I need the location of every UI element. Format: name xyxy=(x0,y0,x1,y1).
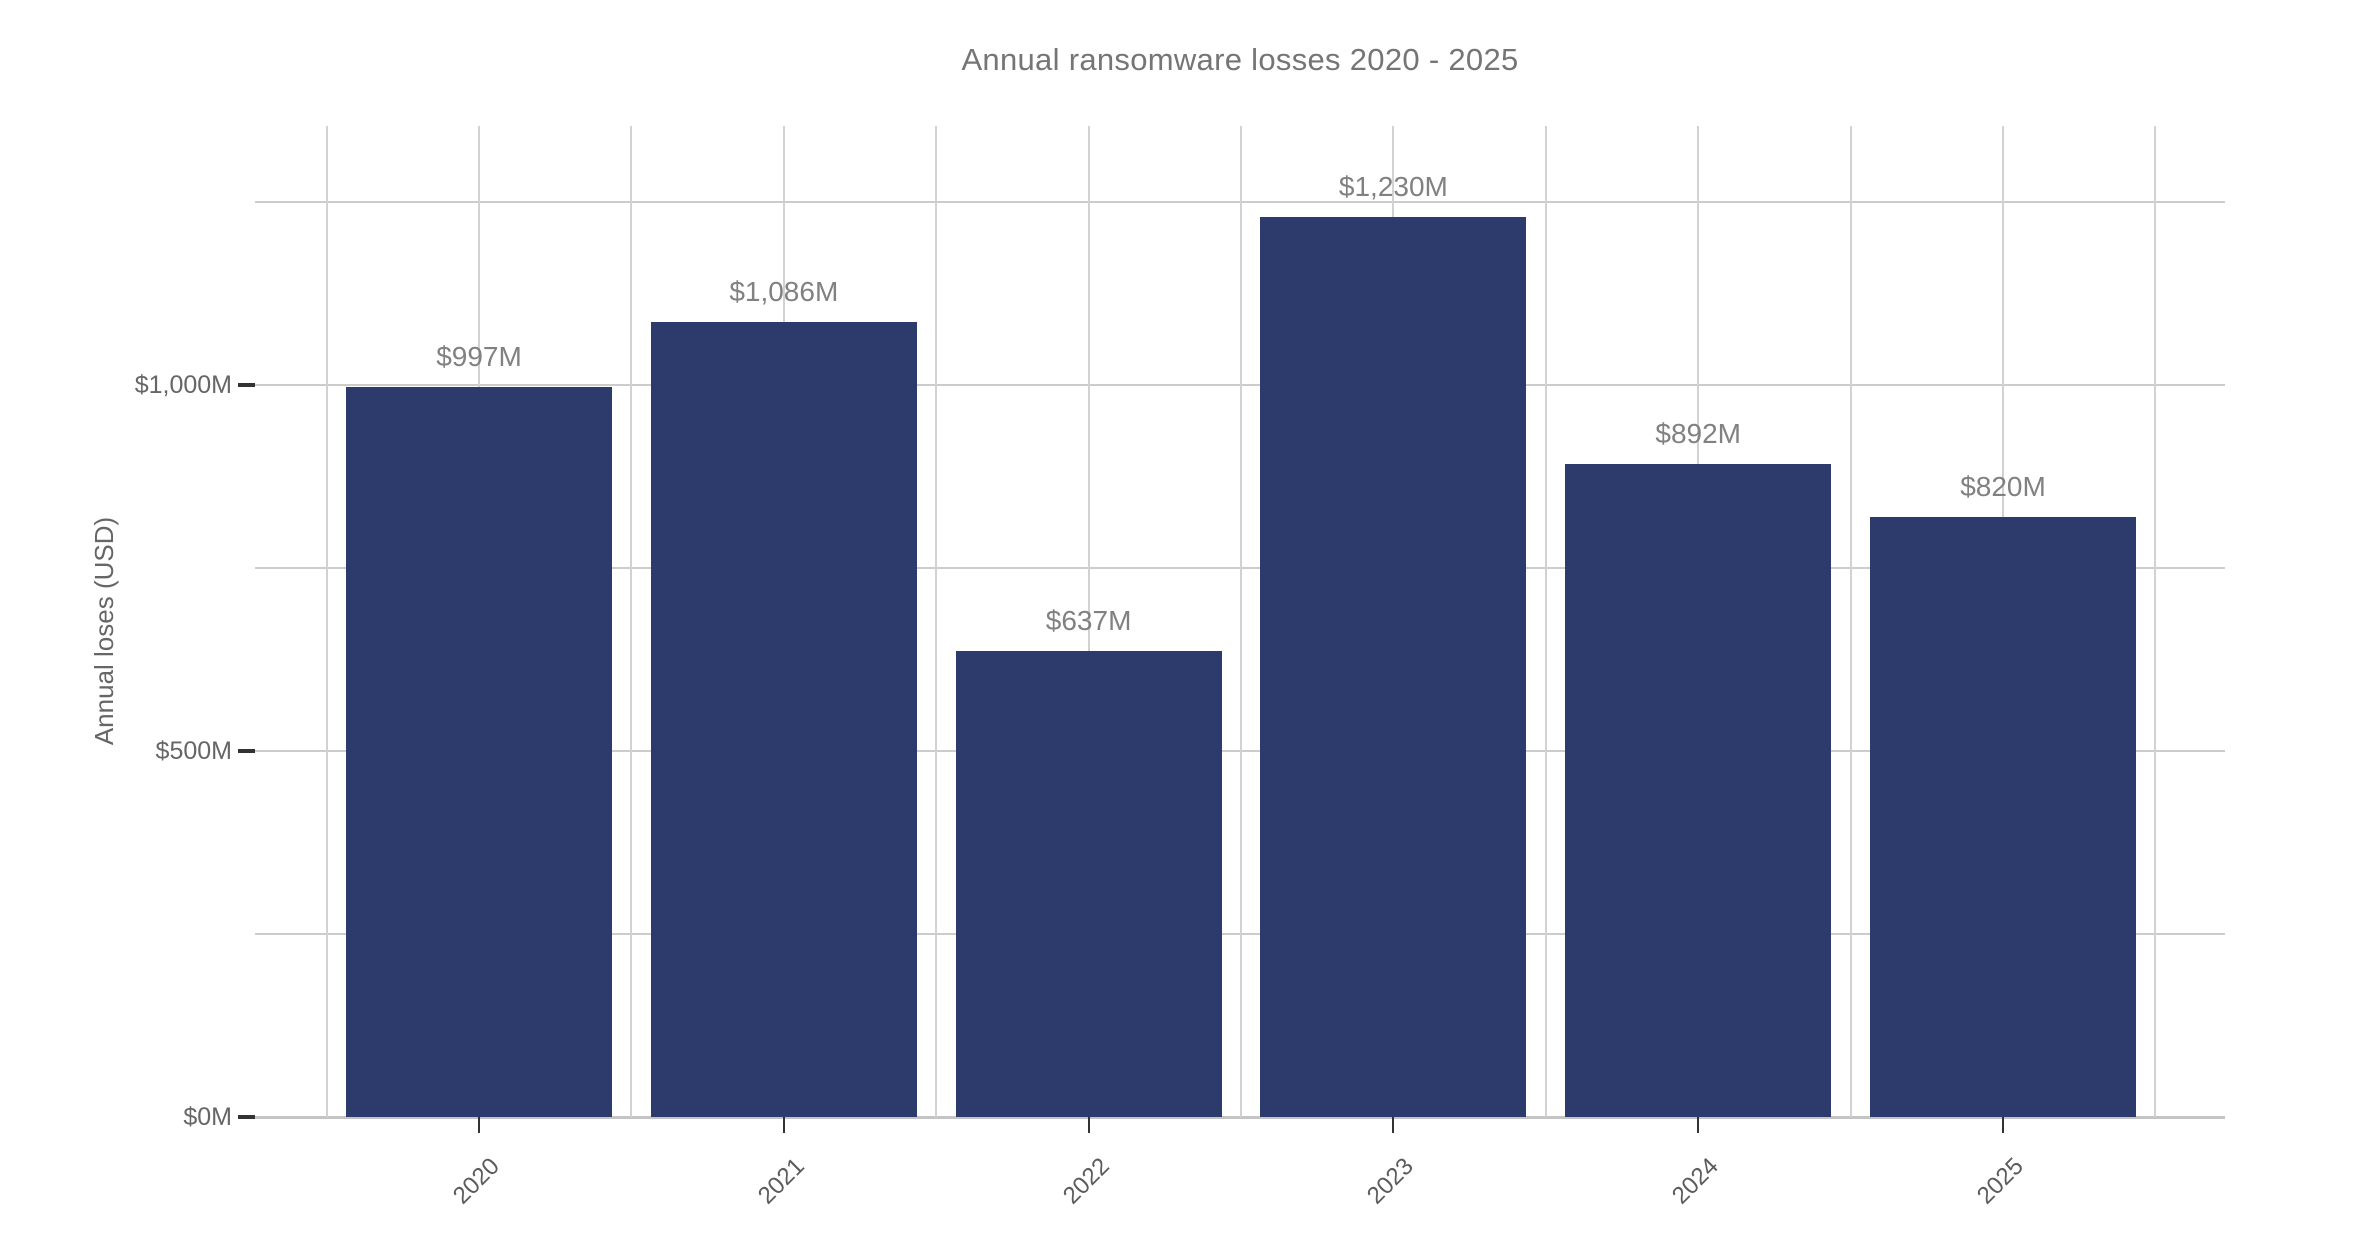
y-axis-tick-label: $1,000M xyxy=(134,371,232,400)
bar-value-label: $820M xyxy=(1960,470,2046,502)
y-axis-tick xyxy=(238,1115,255,1119)
y-axis-tick-label: $500M xyxy=(155,737,232,766)
bar-value-label: $637M xyxy=(1045,604,1132,636)
vertical-gridline xyxy=(1544,126,1547,1117)
x-axis-tick xyxy=(1087,1117,1090,1133)
vertical-gridline xyxy=(1087,126,1090,1117)
vertical-gridline xyxy=(935,126,938,1117)
y-axis-title: Annual loses (USD) xyxy=(89,516,119,746)
vertical-gridline xyxy=(325,126,328,1117)
y-axis-tick xyxy=(238,749,255,754)
x-axis-baseline xyxy=(255,1116,2225,1119)
bar-2024 xyxy=(1565,464,1832,1117)
x-axis-tick xyxy=(782,1117,785,1133)
bar-2022 xyxy=(955,650,1222,1117)
x-axis-tick-label: 2024 xyxy=(1667,1152,1724,1210)
x-axis-tick xyxy=(1697,1117,1700,1133)
x-axis-tick xyxy=(478,1117,480,1133)
x-axis-tick xyxy=(2002,1117,2004,1133)
chart-title: Annual ransomware losses 2020 - 2025 xyxy=(961,42,1519,77)
y-axis-tick xyxy=(238,383,255,388)
x-axis-tick-label: 2022 xyxy=(1057,1152,1115,1210)
bar-value-label: $1,086M xyxy=(729,276,839,308)
vertical-gridline xyxy=(630,126,633,1117)
bar-2023 xyxy=(1260,216,1527,1117)
vertical-gridline xyxy=(1240,126,1242,1117)
bar-value-label: $997M xyxy=(436,341,522,373)
bar-2020 xyxy=(346,387,612,1117)
bar-value-label: $892M xyxy=(1655,418,1741,450)
y-axis-tick-label: $0M xyxy=(183,1103,232,1131)
bar-2021 xyxy=(650,322,917,1117)
bar-2025 xyxy=(1870,516,2136,1117)
x-axis-tick xyxy=(1392,1117,1395,1133)
x-axis-tick-label: 2021 xyxy=(752,1152,810,1210)
vertical-gridline xyxy=(1849,126,1852,1117)
x-axis-tick-label: 2023 xyxy=(1362,1152,1420,1210)
x-axis-tick-label: 2020 xyxy=(447,1152,505,1210)
x-axis-tick-label: 2025 xyxy=(1971,1152,2029,1210)
bar-value-label: $1,230M xyxy=(1338,170,1448,202)
vertical-gridline xyxy=(2154,126,2157,1117)
